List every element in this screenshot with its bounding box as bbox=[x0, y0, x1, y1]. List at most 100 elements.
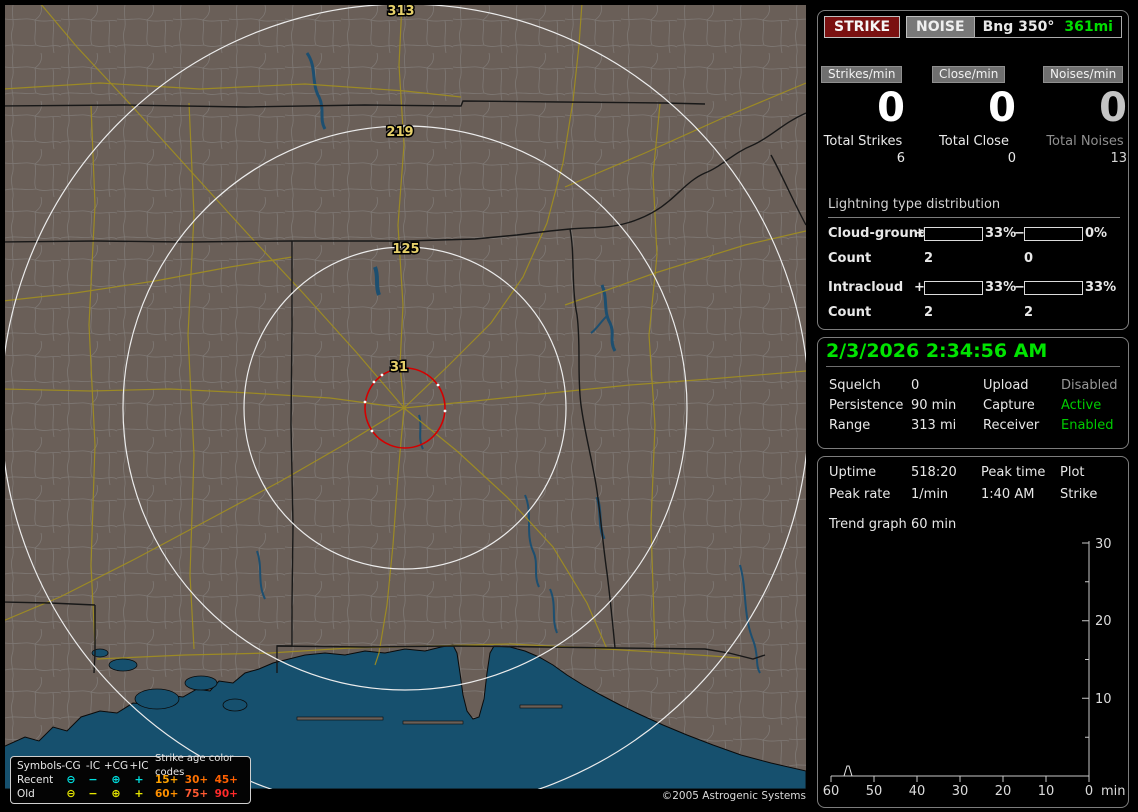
legend-row-old: Old ⊖ − ⊕ + 60+ 75+ 90+ bbox=[17, 787, 250, 801]
cg-plus-pct: 33% bbox=[985, 226, 1017, 241]
cg-plus-count: 2 bbox=[924, 251, 934, 266]
xtick-40: 40 bbox=[909, 784, 926, 799]
ytick-20: 20 bbox=[1095, 614, 1112, 629]
x-axis-unit: min bbox=[1101, 784, 1126, 799]
plus-sign: + bbox=[914, 226, 925, 241]
neg-ic-old-icon: − bbox=[88, 787, 98, 800]
total-close-value: 0 bbox=[1007, 151, 1016, 166]
session-row-1: Uptime 518:20 Peak time Plot bbox=[818, 465, 1128, 483]
ring-label-31: 31 bbox=[390, 360, 408, 375]
legend-col-pos-cg: +CG bbox=[103, 760, 129, 772]
intracloud-count-row: Count 2 2 bbox=[818, 305, 1128, 321]
plot-mode-value: Strike bbox=[1060, 487, 1098, 502]
map-legend: Symbols -CG -IC +CG +IC Strike age color… bbox=[10, 753, 251, 804]
receiver-label: Receiver bbox=[983, 418, 1040, 433]
status-row-persistence: Persistence 90 min Capture Active bbox=[818, 398, 1128, 416]
close-per-min-column: Close/min 0 Total Close 0 bbox=[932, 63, 1016, 166]
map-svg: 313 219 125 31 bbox=[5, 5, 806, 789]
legend-old-label: Old bbox=[17, 788, 35, 800]
ic-plus-bar bbox=[924, 281, 983, 295]
noises-per-min-column: Noises/min 0 Total Noises 13 bbox=[1043, 63, 1127, 166]
ic-plus-pct: 33% bbox=[985, 280, 1017, 295]
legend-col-neg-ic: -IC bbox=[85, 760, 101, 772]
session-row-2: Peak rate 1/min 1:40 AM Strike bbox=[818, 487, 1128, 505]
xtick-60: 60 bbox=[823, 784, 840, 799]
uptime-label: Uptime bbox=[829, 465, 877, 480]
noises-per-min-label: Noises/min bbox=[1043, 66, 1124, 83]
peak-rate-value: 1/min bbox=[911, 487, 949, 502]
cg-minus-count: 0 bbox=[1024, 251, 1034, 266]
range-value: 313 mi bbox=[911, 418, 957, 433]
ic-minus-count: 2 bbox=[1024, 305, 1034, 320]
ytick-30: 30 bbox=[1095, 537, 1112, 552]
total-close-label: Total Close bbox=[939, 134, 1009, 149]
age-code-90: 90+ bbox=[214, 788, 238, 800]
neg-ic-recent-icon: − bbox=[88, 773, 98, 786]
squelch-value: 0 bbox=[911, 378, 920, 393]
squelch-label: Squelch bbox=[829, 378, 881, 393]
pos-cg-old-icon: ⊕ bbox=[111, 787, 121, 800]
noise-toggle-button[interactable]: NOISE bbox=[906, 16, 975, 38]
upload-label: Upload bbox=[983, 378, 1029, 393]
roads bbox=[5, 5, 806, 666]
strikes-per-min-column: Strikes/min 0 Total Strikes 6 bbox=[821, 63, 905, 166]
cg-minus-pct: 0% bbox=[1085, 226, 1108, 241]
state-borders bbox=[5, 100, 806, 674]
uptime-value: 518:20 bbox=[911, 465, 957, 480]
plot-label: Plot bbox=[1060, 465, 1085, 480]
legend-col-neg-cg: -CG bbox=[61, 760, 81, 772]
trend-graph-label: Trend graph bbox=[829, 517, 907, 532]
xtick-0: 0 bbox=[1085, 784, 1093, 799]
plus-sign: + bbox=[914, 280, 925, 295]
map-canvas[interactable]: 313 219 125 31 bbox=[5, 5, 806, 789]
ring-label-219: 219 bbox=[386, 125, 413, 140]
age-code-75: 75+ bbox=[184, 788, 209, 800]
strike-dots bbox=[363, 373, 447, 433]
distribution-title: Lightning type distribution bbox=[828, 197, 1120, 218]
legend-recent-label: Recent bbox=[17, 774, 54, 786]
noises-per-min-value: 0 bbox=[1099, 85, 1127, 131]
barrier-islands bbox=[296, 704, 563, 725]
count-label: Count bbox=[828, 305, 872, 320]
datetime-readout: 2/3/2026 2:34:56 AM bbox=[826, 340, 1120, 367]
total-noises-value: 13 bbox=[1110, 151, 1127, 166]
range-label: Range bbox=[829, 418, 871, 433]
persistence-label: Persistence bbox=[829, 398, 904, 413]
trend-spike bbox=[843, 765, 853, 777]
age-code-30: 30+ bbox=[184, 774, 209, 786]
total-strikes-label: Total Strikes bbox=[823, 134, 903, 149]
range-rings bbox=[5, 5, 806, 789]
trend-graph-row: Trend graph 60 min bbox=[818, 517, 1128, 535]
total-noises-label: Total Noises bbox=[1046, 134, 1124, 149]
receiver-status: Enabled bbox=[1061, 418, 1114, 433]
cloud-ground-row: Cloud-ground + 33% − 0% bbox=[818, 226, 1128, 242]
age-code-15: 15+ bbox=[155, 774, 179, 786]
close-per-min-value: 0 bbox=[988, 85, 1016, 131]
ring-label-313: 313 bbox=[387, 5, 414, 19]
ring-label-125: 125 bbox=[392, 242, 419, 257]
bearing-readout: Bng 350° 361mi bbox=[973, 16, 1122, 38]
capture-label: Capture bbox=[983, 398, 1035, 413]
legend-col-pos-ic: +IC bbox=[129, 760, 149, 772]
cg-plus-bar bbox=[924, 227, 983, 241]
copyright-text: ©2005 Astrogenic Systems bbox=[661, 790, 806, 802]
count-label: Count bbox=[828, 251, 872, 266]
close-alarm-ring bbox=[364, 367, 446, 449]
peak-time-value: 1:40 AM bbox=[981, 487, 1035, 502]
pos-ic-recent-icon: + bbox=[134, 773, 144, 786]
neg-cg-old-icon: ⊖ bbox=[66, 787, 76, 800]
trend-graph: 30 20 10 60 50 40 30 20 10 0 min bbox=[823, 537, 1126, 799]
strike-toggle-button[interactable]: STRIKE bbox=[824, 16, 901, 38]
peak-time-label: Peak time bbox=[981, 465, 1046, 480]
pos-ic-old-icon: + bbox=[134, 787, 144, 800]
upload-status: Disabled bbox=[1061, 378, 1118, 393]
xtick-30: 30 bbox=[952, 784, 969, 799]
water-lakes bbox=[91, 648, 248, 712]
close-per-min-label: Close/min bbox=[932, 66, 1006, 83]
neg-cg-recent-icon: ⊖ bbox=[66, 773, 76, 786]
bearing-range-value: 361mi bbox=[1064, 19, 1113, 35]
bearing-label: Bng 350° bbox=[982, 19, 1055, 35]
minus-sign: − bbox=[1014, 280, 1025, 295]
ytick-10: 10 bbox=[1095, 692, 1112, 707]
